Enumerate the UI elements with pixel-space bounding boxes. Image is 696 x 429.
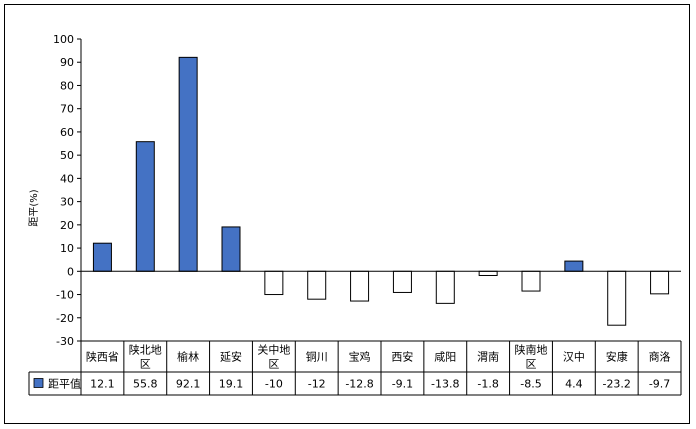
y-tick-label: 0	[67, 265, 74, 278]
category-label: 陕南地	[515, 343, 548, 357]
data-label: -8.5	[520, 378, 541, 391]
bar	[607, 270, 627, 326]
data-label: -9.7	[649, 378, 670, 391]
category-label: 陕北地	[129, 343, 162, 357]
y-tick-label: 10	[60, 242, 74, 255]
category-label: 榆林	[177, 350, 199, 364]
y-tick-label: 60	[60, 126, 74, 139]
bar	[92, 242, 112, 272]
data-label: -12.8	[345, 378, 373, 391]
legend-label: 距平值	[48, 378, 81, 391]
bar	[564, 260, 584, 272]
category-label: 延安	[220, 350, 242, 364]
y-tick-label: 50	[60, 149, 74, 162]
chart-frame	[4, 4, 690, 424]
category-label: 区	[268, 358, 279, 371]
data-label: 92.1	[176, 378, 201, 391]
category-label: 渭南	[477, 351, 499, 364]
y-tick-label: 40	[60, 172, 74, 185]
category-label: 关中地	[257, 343, 290, 357]
data-label: -10	[265, 378, 283, 391]
y-tick-label: -10	[56, 289, 74, 302]
legend-swatch	[33, 378, 44, 388]
y-tick-label: 100	[53, 33, 74, 46]
y-tick-label: 80	[60, 79, 74, 92]
category-label: 区	[526, 358, 537, 371]
data-label: 19.1	[219, 378, 244, 391]
category-label: 区	[140, 358, 151, 371]
bar	[650, 270, 670, 295]
y-tick-label: -20	[56, 312, 74, 325]
bar	[350, 270, 370, 302]
category-label: 商洛	[649, 350, 671, 364]
category-label: 汉中	[563, 351, 585, 364]
bars	[81, 56, 681, 326]
data-label: -12	[308, 378, 326, 391]
data-label: 55.8	[133, 378, 158, 391]
category-label: 宝鸡	[349, 350, 371, 364]
data-label: -1.8	[477, 378, 498, 391]
bar	[135, 141, 155, 272]
bar	[264, 270, 284, 296]
category-label: 西安	[391, 350, 413, 364]
bar	[435, 270, 455, 304]
data-label: 4.4	[565, 378, 583, 391]
bar	[392, 270, 412, 293]
y-tick-label: -30	[56, 335, 74, 348]
data-label: -13.8	[431, 378, 459, 391]
bar	[221, 226, 241, 272]
category-label: 陕西省	[86, 350, 119, 364]
y-tick-label: 20	[60, 219, 74, 232]
category-label: 咸阳	[434, 351, 456, 364]
bar	[178, 56, 198, 272]
y-tick-label: 70	[60, 103, 74, 116]
data-label: -23.2	[602, 378, 630, 391]
category-label: 安康	[606, 350, 628, 364]
bar	[521, 270, 541, 292]
y-tick-label: 30	[60, 196, 74, 209]
bar	[307, 270, 327, 300]
data-label: 12.1	[90, 378, 115, 391]
category-label: 铜川	[306, 350, 328, 364]
bar	[478, 270, 498, 276]
y-axis-title: 距平(%)	[28, 189, 40, 226]
y-tick-label: 90	[60, 56, 74, 69]
y-axis: -30 -20 -10 0 10 20 30 40 50 60 70 80 90 100	[53, 33, 82, 348]
data-label: -9.1	[392, 378, 413, 391]
